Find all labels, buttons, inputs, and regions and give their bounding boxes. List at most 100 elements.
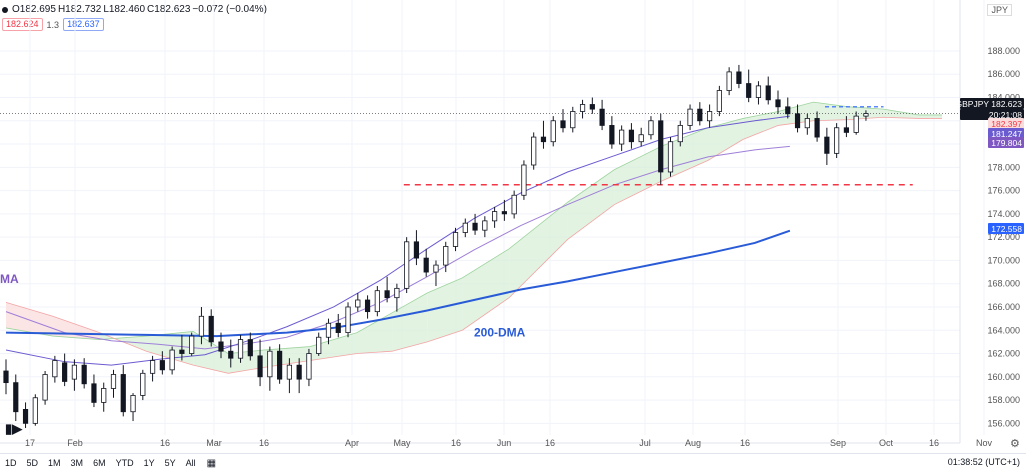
time-tick-label: Nov [976, 438, 993, 448]
timeframe-1m[interactable]: 1M [48, 458, 61, 468]
ichimoku-cloud [392, 293, 428, 352]
candle-body [648, 120, 654, 136]
candle-body [452, 232, 459, 247]
price-tag-label: 172.558 [991, 224, 1022, 234]
candle-body [579, 104, 586, 112]
candle-body [746, 83, 752, 98]
candle-body [667, 141, 674, 173]
candle-body [785, 106, 791, 115]
price-tick-label: 172.000 [987, 232, 1020, 242]
timeframe-ytd[interactable]: YTD [115, 458, 134, 468]
ichimoku-cloud [708, 118, 744, 161]
candle-body [306, 353, 312, 380]
ma-annotation: MA [0, 272, 19, 286]
indicator-legend[interactable]: 182.624 1.3 182.637 [2, 18, 104, 31]
price-tag-label: 182.397 [991, 119, 1022, 129]
price-tick-label: 178.000 [987, 162, 1020, 172]
candle-body [482, 220, 488, 231]
candle-body [736, 71, 742, 84]
candle-body [599, 108, 605, 126]
price-tag [988, 223, 1024, 234]
candle-body [492, 211, 498, 222]
timeframe-3m[interactable]: 3M [70, 458, 84, 468]
candle-body [120, 374, 126, 413]
candle-body [149, 360, 156, 374]
price-tick-label: 176.000 [987, 186, 1020, 196]
timeframe-6m[interactable]: 6M [93, 458, 106, 468]
candle-body [443, 246, 449, 266]
candle-body [247, 339, 253, 357]
price-tick-label: 164.000 [987, 325, 1020, 335]
price-tick-label: 184.000 [987, 93, 1020, 103]
time-tick-label: 16 [259, 438, 269, 448]
time-tick-label: Sep [830, 438, 846, 448]
candle-body [853, 115, 859, 133]
candle-body [687, 108, 693, 126]
time-tick-label: May [393, 438, 411, 448]
candle-body [706, 111, 713, 122]
ichimoku-cloud [52, 316, 100, 340]
gear-icon[interactable]: ⚙ [1010, 437, 1020, 450]
candle-body [355, 299, 361, 308]
price-chart[interactable]: 200-DMA MA 156.000 158.000 160.000 162.000 164… [0, 0, 1026, 453]
candle-body [374, 290, 380, 313]
price-tick-label: 174.000 [987, 209, 1020, 219]
candle-body [413, 241, 420, 259]
candle-body [511, 194, 517, 215]
candle-body [834, 127, 840, 154]
ichimoku-cloud [263, 346, 311, 368]
candle-body [794, 113, 801, 129]
time-tick-label: 16 [451, 438, 461, 448]
candle-body [863, 113, 869, 117]
candle-body [335, 322, 341, 333]
ichimoku-cloud [567, 169, 615, 240]
candle-body [179, 349, 185, 354]
ohlc-low: L182.460 [103, 4, 146, 15]
candle-body [189, 335, 195, 354]
candle-body [628, 129, 635, 143]
candle-body [140, 372, 146, 396]
candle-body [589, 104, 595, 110]
timeframe-5d[interactable]: 5D [26, 458, 39, 468]
timeframe-all[interactable]: All [185, 458, 196, 468]
price-tick-label: 156.000 [987, 418, 1020, 428]
price-tag-label: 20:21:08 [989, 110, 1022, 120]
candle-body [638, 134, 644, 143]
tradingview-logo-icon: ▮▶ [5, 421, 23, 436]
indicator-red-value[interactable]: 182.624 [2, 18, 43, 31]
price-tag-label: GBPJPY 182.623 [956, 99, 1023, 109]
candle-body [560, 120, 566, 129]
time-tick-label: 16 [929, 438, 939, 448]
candle-body [316, 336, 322, 354]
ichimoku-cloud [462, 248, 510, 331]
price-tick-label: 188.000 [987, 46, 1020, 56]
indicator-blue-value[interactable]: 182.637 [63, 18, 104, 31]
candle-body [433, 264, 439, 273]
candle-body [208, 315, 214, 343]
ichimoku-cloud [883, 109, 919, 119]
timeframe-1y[interactable]: 1Y [143, 458, 155, 468]
candle-body [843, 127, 850, 133]
candle-body [3, 370, 9, 384]
candle-body [81, 364, 87, 385]
candle-body [228, 350, 234, 359]
time-tick-label: 16 [740, 438, 750, 448]
candle-body [345, 306, 351, 333]
timeframe-1d[interactable]: 1D [5, 458, 17, 468]
candle-body [22, 408, 29, 424]
calendar-icon[interactable]: ▦ [206, 457, 217, 469]
ichimoku-cloud [918, 114, 942, 119]
time-tick-label: Oct [879, 438, 894, 448]
candle-body [71, 364, 78, 380]
ichimoku-cloud [427, 277, 463, 342]
time-tick-label: Mar [206, 438, 222, 448]
price-tag [960, 98, 1024, 109]
candle-body [462, 222, 468, 233]
candle-body [286, 364, 292, 380]
currency-label[interactable]: JPY [987, 4, 1012, 16]
ohlc-open: O182.695 [12, 4, 56, 15]
timeframe-5y[interactable]: 5Y [164, 458, 176, 468]
time-tick-label: Jul [639, 438, 651, 448]
candle-body [62, 362, 68, 382]
candle-body [159, 360, 165, 371]
